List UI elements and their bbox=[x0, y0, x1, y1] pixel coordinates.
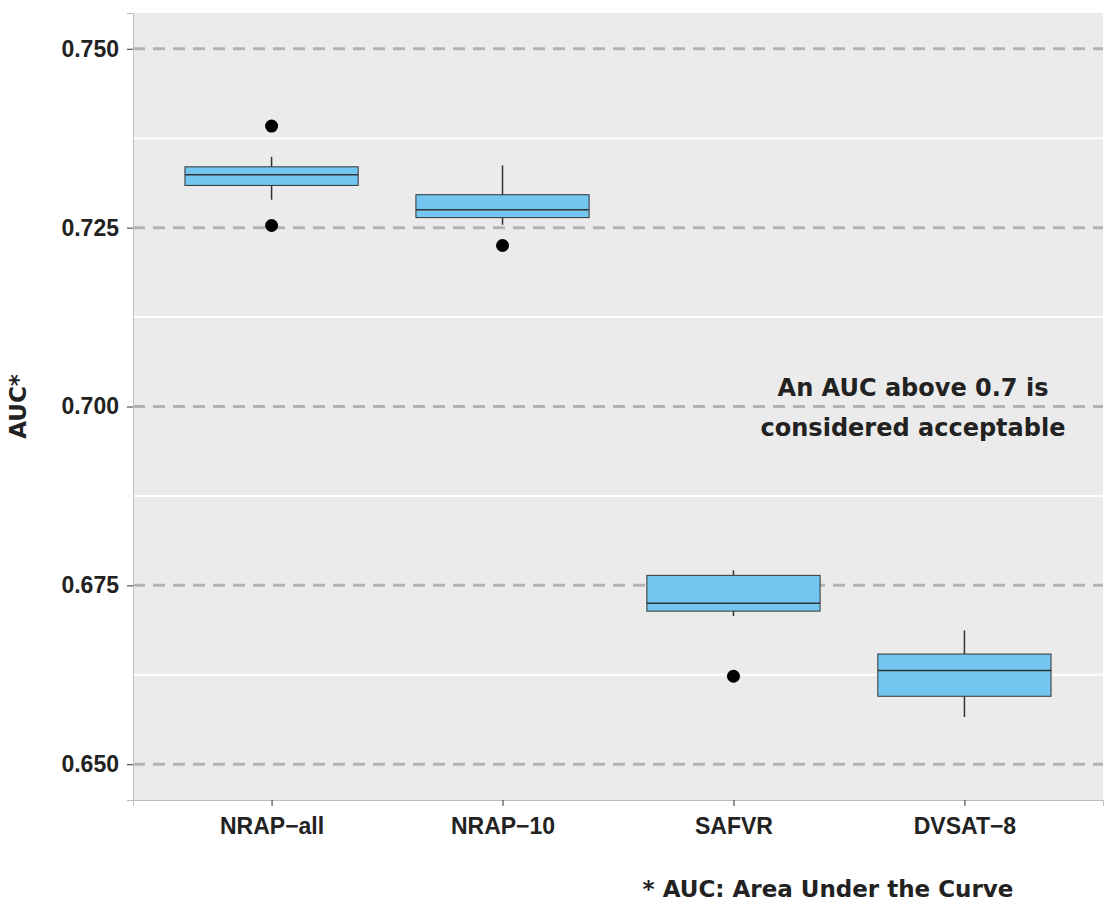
x-tick: NRAP−10 bbox=[451, 800, 555, 839]
x-tick-mark bbox=[272, 800, 273, 806]
lower-whisker bbox=[733, 611, 735, 616]
upper-whisker bbox=[502, 165, 504, 194]
minor-grid-line bbox=[133, 137, 1103, 139]
y-tick-mark bbox=[127, 585, 133, 586]
y-tick-mark bbox=[127, 407, 133, 408]
grid-line bbox=[133, 584, 1103, 587]
y-tick: 0.675 bbox=[61, 572, 133, 598]
y-axis: 0.650 0.675 0.700 0.725 0.750 bbox=[61, 14, 133, 801]
y-tick-label: 0.750 bbox=[61, 36, 119, 62]
y-tick-label: 0.650 bbox=[61, 751, 119, 777]
x-tick: DVSAT−8 bbox=[914, 800, 1017, 839]
grid bbox=[133, 49, 1103, 764]
outlier bbox=[265, 120, 278, 133]
y-axis-line bbox=[127, 14, 134, 801]
grid-line bbox=[133, 763, 1103, 766]
upper-whisker bbox=[271, 157, 273, 167]
box-group bbox=[647, 570, 820, 682]
x-tick-label: NRAP−10 bbox=[451, 813, 555, 839]
y-tick: 0.750 bbox=[61, 36, 133, 62]
y-tick-mark bbox=[127, 228, 133, 229]
y-tick-label: 0.700 bbox=[61, 393, 119, 419]
x-tick: SAFVR bbox=[695, 800, 773, 839]
box-group bbox=[416, 165, 589, 252]
minor-grid-line bbox=[133, 316, 1103, 318]
median bbox=[647, 603, 820, 605]
grid-line bbox=[133, 405, 1103, 408]
outlier bbox=[727, 670, 740, 683]
annotation-line: considered acceptable bbox=[761, 414, 1066, 442]
minor-grid-line bbox=[133, 495, 1103, 497]
median bbox=[185, 174, 358, 176]
y-tick: 0.725 bbox=[61, 214, 133, 240]
y-tick: 0.650 bbox=[61, 751, 133, 777]
outlier bbox=[496, 239, 509, 252]
y-axis-title: AUC* bbox=[5, 374, 31, 439]
box-group bbox=[185, 120, 358, 232]
y-tick-label: 0.725 bbox=[61, 214, 119, 240]
lower-whisker bbox=[271, 185, 273, 199]
outlier bbox=[265, 219, 278, 232]
y-tick: 0.700 bbox=[61, 393, 133, 419]
x-tick-mark bbox=[503, 800, 504, 806]
lower-whisker bbox=[502, 218, 504, 225]
x-tick-mark bbox=[964, 800, 965, 806]
chart: 0.650 0.675 0.700 0.725 0.750 NRAP−all NRAP−10… bbox=[0, 0, 1117, 919]
annotation: An AUC above 0.7 is considered acceptable bbox=[761, 374, 1066, 442]
plot-background bbox=[133, 13, 1103, 800]
y-tick-mark bbox=[127, 49, 133, 50]
box bbox=[185, 167, 358, 186]
y-tick-mark bbox=[127, 764, 133, 765]
upper-whisker bbox=[964, 630, 966, 654]
x-tick-label: SAFVR bbox=[695, 813, 773, 839]
x-tick-mark bbox=[733, 800, 734, 806]
x-tick-label: NRAP−all bbox=[220, 813, 324, 839]
lower-whisker bbox=[964, 696, 966, 717]
y-tick-label: 0.675 bbox=[61, 572, 119, 598]
x-axis: NRAP−all NRAP−10 SAFVR DVSAT−8 bbox=[134, 800, 1104, 839]
grid-line bbox=[133, 226, 1103, 229]
median bbox=[416, 209, 589, 211]
median bbox=[878, 670, 1051, 672]
footnote: * AUC: Area Under the Curve bbox=[643, 876, 1014, 902]
box-group bbox=[878, 630, 1051, 717]
x-tick-label: DVSAT−8 bbox=[914, 813, 1017, 839]
grid-line bbox=[133, 47, 1103, 50]
x-axis-line bbox=[134, 801, 1104, 807]
annotation-line: An AUC above 0.7 is bbox=[778, 374, 1049, 402]
box bbox=[416, 195, 589, 218]
box bbox=[647, 575, 820, 611]
box bbox=[878, 654, 1051, 696]
x-tick: NRAP−all bbox=[220, 800, 324, 839]
upper-whisker bbox=[733, 570, 735, 575]
